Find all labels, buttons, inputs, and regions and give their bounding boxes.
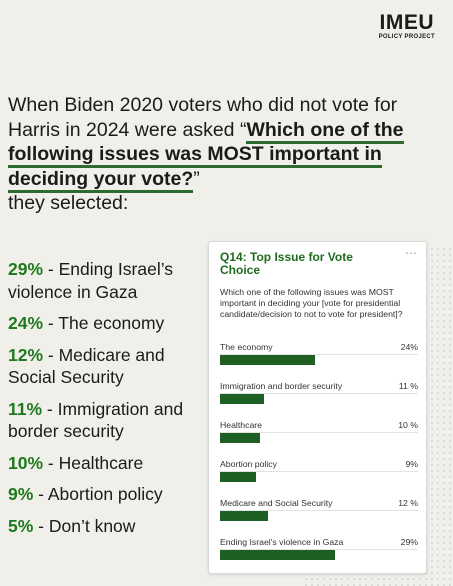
headline-close-quote: ” <box>193 167 200 190</box>
brand-logo: IMEU POLICY PROJECT <box>378 11 435 41</box>
list-item: 29% - Ending Israel’s violence in Gaza <box>8 258 208 303</box>
chart-title: Q14: Top Issue for Vote Choice <box>220 250 353 277</box>
bar-track <box>220 354 418 355</box>
bar <box>220 433 260 443</box>
bar-category-label: Healthcare <box>220 420 263 430</box>
bar-value-label: 11 % <box>398 381 418 391</box>
list-item: 5% - Don’t know <box>8 515 208 538</box>
bar <box>220 511 268 521</box>
list-item: 10% - Healthcare <box>8 452 208 475</box>
bar-chart: The economy 24% Immigration and border sec… <box>220 342 418 576</box>
list-item: 11% - Immigration and border security <box>8 398 208 443</box>
list-item-text: - The economy <box>43 313 165 333</box>
bar <box>220 550 335 560</box>
bar-category-label: Ending Israel's violence in Gaza <box>220 537 344 547</box>
list-item: 24% - The economy <box>8 312 208 335</box>
bar <box>220 355 316 365</box>
bar-row: Immigration and border security 11 % <box>220 381 418 420</box>
bar <box>220 472 256 482</box>
results-list: 29% - Ending Israel’s violence in Gaza 2… <box>8 258 208 546</box>
bar-row: Healthcare 10 % <box>220 420 418 459</box>
bar-track <box>220 432 418 433</box>
bar-row: Medicare and Social Security 12 % <box>220 498 418 537</box>
survey-chart-card: ⋯ Q14: Top Issue for Vote Choice Which o… <box>208 241 427 574</box>
list-item-text: - Medicare and Social Security <box>8 344 165 388</box>
headline-outro: they selected: <box>8 192 129 214</box>
bar-track <box>220 549 418 550</box>
list-item-pct: 12% <box>8 344 44 365</box>
logo-text: IMEU <box>379 11 435 34</box>
bar-track <box>220 471 418 472</box>
bar-category-label: Abortion policy <box>220 459 277 469</box>
list-item-text: - Don’t know <box>33 515 136 536</box>
list-item-text: - Ending Israel’s violence in Gaza <box>8 259 174 302</box>
chart-question-text: Which one of the following issues was MO… <box>220 287 403 319</box>
headline-intro: When Biden 2020 voters who did not vote … <box>8 94 398 141</box>
list-item-pct: 29% <box>8 259 44 279</box>
list-item-pct: 11% <box>8 398 43 419</box>
bar-row: The economy 24% <box>220 342 418 381</box>
more-options-icon[interactable]: ⋯ <box>405 246 418 260</box>
bar-category-label: Medicare and Social Security <box>220 498 333 508</box>
bar-value-label: 9% <box>405 459 418 469</box>
logo-subtitle: POLICY PROJECT <box>378 34 435 40</box>
bar-row: Abortion policy 9% <box>220 459 418 498</box>
headline-question: Which one of the following issues was MO… <box>8 118 404 193</box>
bar <box>220 394 264 404</box>
list-item-pct: 24% <box>8 313 44 333</box>
bar-track <box>220 510 418 511</box>
bar-value-label: 12 % <box>398 498 418 508</box>
list-item-pct: 5% <box>8 515 34 536</box>
bar-row: Ending Israel's violence in Gaza 29% <box>220 537 418 576</box>
list-item: 12% - Medicare and Social Security <box>8 344 208 389</box>
bar-track <box>220 393 418 394</box>
list-item-text: - Immigration and border security <box>8 398 184 442</box>
bar-value-label: 29% <box>400 537 418 547</box>
headline: When Biden 2020 voters who did not vote … <box>8 93 448 216</box>
list-item-pct: 10% <box>8 452 44 473</box>
list-item: 9% - Abortion policy <box>8 483 208 506</box>
bar-value-label: 10 % <box>398 420 418 430</box>
bar-value-label: 24% <box>400 342 418 352</box>
list-item-text: - Abortion policy <box>33 484 163 504</box>
bar-category-label: The economy <box>220 342 273 352</box>
bar-category-label: Immigration and border security <box>220 381 343 391</box>
list-item-pct: 9% <box>8 484 34 504</box>
list-item-text: - Healthcare <box>43 452 144 473</box>
